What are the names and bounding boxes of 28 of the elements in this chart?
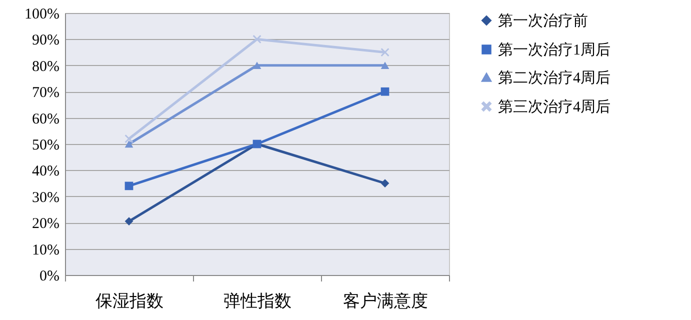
y-tick-label: 40% xyxy=(32,164,60,180)
x-tick-label: 保湿指数 xyxy=(96,292,164,312)
point xyxy=(124,182,134,190)
point xyxy=(380,87,390,96)
point xyxy=(380,48,390,56)
y-tick-label: 100% xyxy=(24,6,60,22)
y-tick-label: 70% xyxy=(32,85,60,102)
y-tick-label: 60% xyxy=(32,111,60,128)
point xyxy=(252,35,262,44)
y-tick-label: 10% xyxy=(32,242,60,258)
y-tick-label: 90% xyxy=(32,32,60,49)
point xyxy=(380,62,390,70)
y-tick-label: 50% xyxy=(32,138,60,154)
y-tick-label: 20% xyxy=(32,216,60,232)
y-tick-label: 0% xyxy=(40,268,60,284)
y-tick-label: 80% xyxy=(32,58,60,75)
point xyxy=(124,217,134,226)
point xyxy=(252,62,262,70)
point xyxy=(124,140,134,148)
x-tick-label: 客户满意度 xyxy=(343,292,428,312)
x-tick-label: 弹性指数 xyxy=(224,292,292,312)
legend-label: 第一次治疗1周后 xyxy=(498,42,610,58)
y-tick-label: 30% xyxy=(32,190,60,206)
legend-label: 第二次治疗4周后 xyxy=(498,70,610,86)
point xyxy=(124,134,134,143)
point xyxy=(380,179,390,188)
legend-label: 第一次治疗前 xyxy=(498,12,588,30)
legend-label: 第三次治疗4周后 xyxy=(498,98,610,116)
